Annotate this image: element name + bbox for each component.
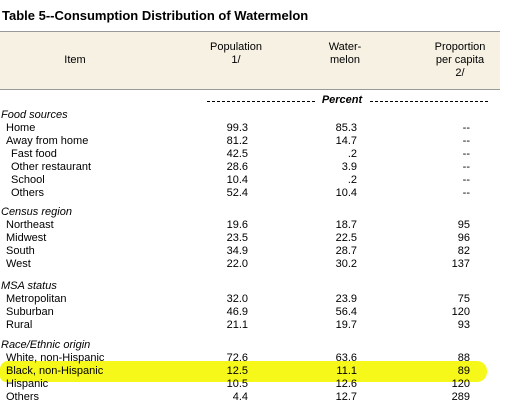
cell: 4.4 — [232, 391, 248, 403]
cell: 52.4 — [226, 187, 248, 199]
row-label: Home — [6, 122, 36, 134]
section-heading: Census region — [1, 206, 72, 218]
cell: 12.6 — [335, 378, 357, 390]
cell: 32.0 — [226, 293, 248, 305]
cell: 289 — [451, 391, 470, 403]
cell: 81.2 — [226, 135, 248, 147]
row-label: White, non-Hispanic — [6, 352, 105, 364]
row-label: Other restaurant — [11, 161, 92, 173]
column-header: Population — [210, 41, 262, 53]
column-header: Water- — [328, 41, 362, 53]
cell: 3.9 — [341, 161, 357, 173]
cell: 82 — [457, 245, 470, 257]
cell: 21.1 — [226, 319, 248, 331]
cell: .2 — [347, 174, 357, 186]
dash-rule — [370, 101, 488, 102]
cell: -- — [462, 122, 470, 134]
cell: 11.1 — [336, 365, 357, 377]
row-label: Northeast — [6, 219, 54, 231]
column-header: melon — [330, 54, 360, 66]
row-label: Fast food — [11, 148, 57, 160]
row-label: Metropolitan — [6, 293, 67, 305]
cell: 19.6 — [226, 219, 248, 231]
section-heading: Food sources — [1, 109, 68, 121]
section-heading: Race/Ethnic origin — [1, 339, 91, 351]
cell: 10.5 — [226, 378, 248, 390]
cell: -- — [462, 187, 470, 199]
cell: 42.5 — [226, 148, 248, 160]
cell: 12.5 — [226, 365, 248, 377]
row-label: Rural — [6, 319, 33, 331]
cell: 10.4 — [226, 174, 248, 186]
cell: 72.6 — [226, 352, 248, 364]
cell: 14.7 — [335, 135, 357, 147]
cell: .2 — [347, 148, 357, 160]
cell: 22.0 — [226, 258, 248, 270]
cell: 10.4 — [335, 187, 357, 199]
cell: 12.7 — [335, 391, 357, 403]
row-label: Midwest — [6, 232, 47, 244]
cell: 23.5 — [226, 232, 248, 244]
cell: 85.3 — [335, 122, 357, 134]
unit-label: Percent — [321, 94, 363, 106]
cell: 23.9 — [335, 293, 357, 305]
section-heading: MSA status — [1, 280, 57, 292]
cell: -- — [462, 174, 470, 186]
row-label: Away from home — [6, 135, 89, 147]
row-label: Black, non-Hispanic — [6, 365, 104, 377]
cell: 120 — [451, 378, 470, 390]
column-header: 1/ — [231, 54, 241, 66]
cell: 75 — [457, 293, 470, 305]
cell: 46.9 — [226, 306, 248, 318]
cell: 88 — [457, 352, 470, 364]
header-item: Item — [64, 54, 86, 66]
row-label: Hispanic — [6, 378, 49, 390]
highlight — [0, 361, 487, 382]
cell: -- — [462, 135, 470, 147]
row-label: Others — [6, 391, 40, 403]
cell: 19.7 — [335, 319, 357, 331]
header-band — [0, 31, 500, 90]
cell: 18.7 — [335, 219, 357, 231]
cell: 120 — [451, 306, 470, 318]
cell: 89 — [457, 365, 470, 377]
cell: 28.6 — [226, 161, 248, 173]
cell: 96 — [457, 232, 470, 244]
cell: 34.9 — [226, 245, 248, 257]
row-label: South — [6, 245, 35, 257]
cell: 93 — [457, 319, 470, 331]
row-label: Others — [11, 187, 45, 199]
cell: 56.4 — [335, 306, 357, 318]
cell: 137 — [451, 258, 470, 270]
cell: 30.2 — [335, 258, 357, 270]
cell: 28.7 — [335, 245, 357, 257]
table-title: Table 5--Consumption Distribution of Wat… — [2, 8, 309, 23]
cell: 63.6 — [335, 352, 357, 364]
cell: 99.3 — [226, 122, 248, 134]
row-label: School — [11, 174, 45, 186]
column-header: per capita — [435, 54, 485, 66]
cell: 95 — [457, 219, 470, 231]
dash-rule — [207, 101, 315, 102]
row-label: Suburban — [6, 306, 54, 318]
column-header: 2/ — [455, 67, 465, 79]
cell: -- — [462, 148, 470, 160]
column-header: Proportion — [434, 41, 486, 53]
row-label: West — [6, 258, 31, 270]
cell: -- — [462, 161, 470, 173]
cell: 22.5 — [335, 232, 357, 244]
